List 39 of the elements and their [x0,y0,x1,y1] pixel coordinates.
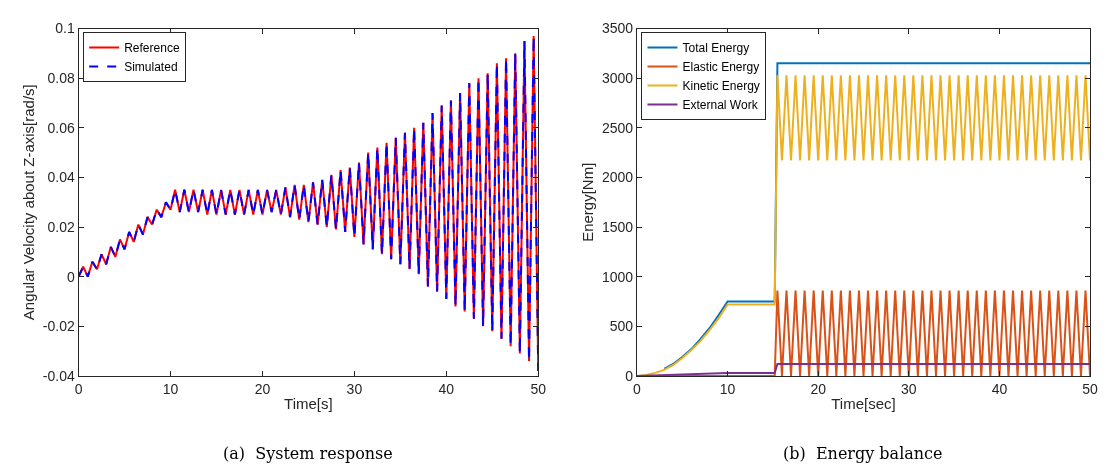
y-tick-label: -0.02 [42,318,75,335]
y-tick-label: 1000 [602,268,634,285]
y-tick-label: 1500 [602,218,634,235]
y-tick-label: 0 [67,268,75,285]
x-tick-label: 10 [162,380,179,397]
y-tick-label: 3500 [602,20,634,37]
y-tick-label: 0.1 [55,20,75,37]
x-tick-label: 30 [346,380,363,397]
text: (b) Energy balance [783,444,943,463]
y-tick-label: 3000 [602,70,634,87]
x-tick-label: 40 [991,380,1008,397]
y-tick-label: 0.02 [47,218,76,235]
x-axis-title: Time[s] [284,394,333,412]
y-tick-label: 0.08 [47,70,76,87]
x-tick-label: 50 [530,380,547,397]
y-tick-label: -0.04 [42,367,75,384]
y-tick-label: 0.04 [47,169,76,186]
y-tick-label: 500 [609,318,634,335]
legend-label: Total Energy [682,41,750,56]
x-tick-label: 10 [719,380,736,397]
legend-label: External Work [682,98,759,113]
x-tick-label: 50 [1082,380,1099,397]
y-axis-title: Angular Velocity about Z-axis[rad/s] [20,84,38,321]
y-tick-label: 2500 [602,119,634,136]
legend-label: Elastic Energy [682,60,760,75]
text: (a) System response [223,444,393,463]
x-axis-title: Time[sec] [831,394,896,412]
legend-label: Reference [124,41,180,56]
y-axis-title: Energy[Nm] [579,162,597,242]
y-tick-label: 0 [625,367,634,384]
legend-label: Kinetic Energy [682,79,760,94]
x-tick-label: 30 [901,380,917,397]
x-tick-label: 40 [438,380,455,397]
x-tick-label: 20 [254,380,271,397]
y-tick-label: 0.06 [47,119,76,136]
x-tick-label: 20 [810,380,827,397]
legend-label: Simulated [124,60,178,75]
line-series [78,35,539,372]
y-tick-label: 2000 [602,169,634,186]
